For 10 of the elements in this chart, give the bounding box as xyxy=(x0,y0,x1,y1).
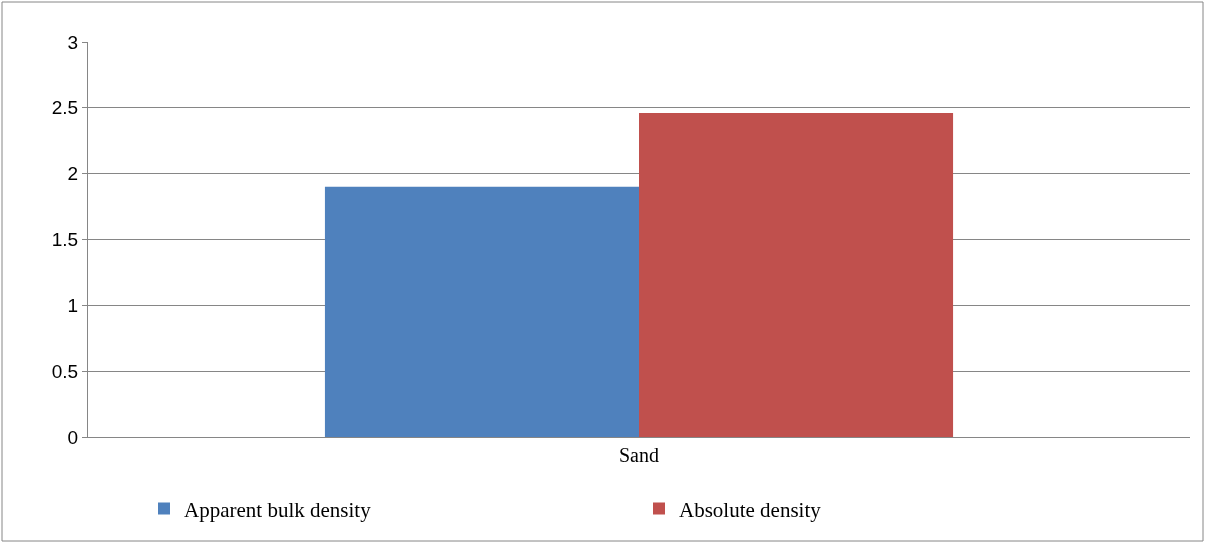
y-tick-label: 2 xyxy=(67,163,79,185)
legend-label: Absolute density xyxy=(679,497,822,522)
x-tick-label: Sand xyxy=(619,444,659,466)
y-tick-label: 0 xyxy=(67,426,79,448)
y-tick-label: 1.5 xyxy=(51,229,79,251)
legend-label: Apparent bulk density xyxy=(184,497,372,522)
y-tick-label: 0.5 xyxy=(51,360,79,382)
y-tick-label: 2.5 xyxy=(51,97,79,119)
y-tick-label: 3 xyxy=(67,31,79,53)
y-tick-label: 1 xyxy=(67,294,79,316)
